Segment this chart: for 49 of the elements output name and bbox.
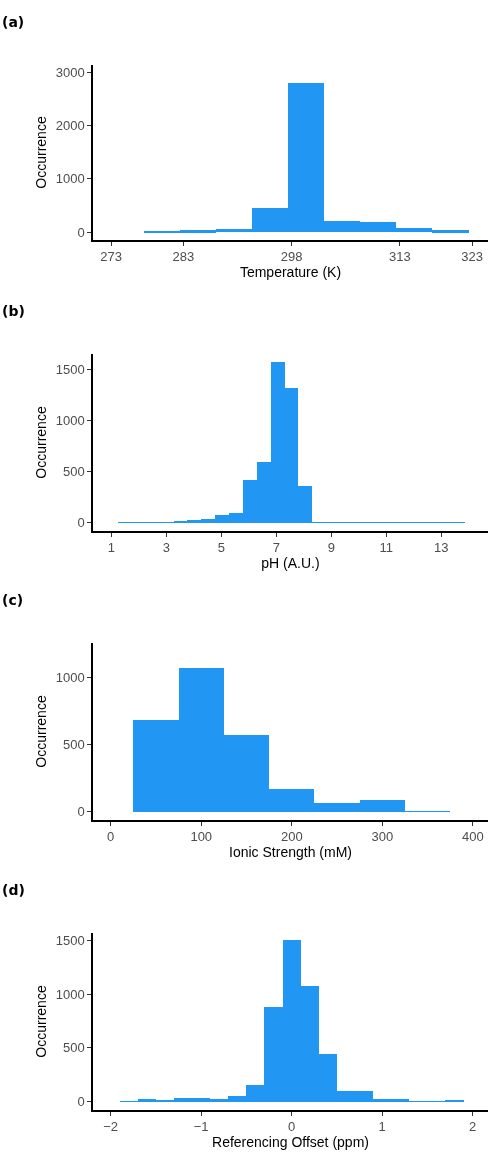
x-tick-label: 300	[371, 829, 394, 845]
y-tick-label: 1000	[55, 986, 85, 1002]
y-tick-label: 3000	[55, 65, 85, 80]
x-axis-title: Temperature (K)	[239, 264, 342, 281]
y-tick-label: 2000	[55, 118, 85, 134]
y-tick-label: 500	[62, 737, 85, 753]
x-tick-label: 323	[461, 249, 483, 265]
x-tick-label: 1	[107, 540, 116, 556]
x-tick-label: 273	[100, 249, 122, 265]
y-tick-label: 1000	[55, 171, 85, 187]
y-axis-title: Occurrence	[32, 406, 49, 479]
x-axis-title: Ionic Strength (mM)	[229, 844, 352, 861]
x-tick-label: 0	[107, 829, 115, 845]
x-axis-title: pH (A.U.)	[261, 555, 320, 572]
y-axis-title: Occurrence	[32, 985, 49, 1058]
chart-title: (b)	[2, 303, 25, 319]
x-axis-title: Referencing Offset (ppm)	[212, 1134, 369, 1151]
x-tick-label: 7	[272, 540, 280, 556]
x-tick-label: 5	[217, 540, 225, 556]
chart-title: (a)	[2, 14, 25, 30]
y-tick-label: 0	[77, 515, 85, 531]
x-tick-label: 1	[378, 1119, 386, 1135]
chart-title: (c)	[2, 592, 24, 608]
y-tick-label: 0	[77, 224, 85, 240]
x-tick-label: 298	[280, 249, 303, 265]
x-tick-label: 313	[389, 249, 411, 265]
x-tick-label: 400	[462, 829, 484, 845]
x-tick-label: 13	[434, 540, 449, 556]
y-tick-label: 500	[62, 1040, 85, 1056]
y-tick-label: 1500	[55, 361, 85, 377]
chart-title: (d)	[2, 882, 25, 898]
x-tick-label: 2	[469, 1119, 477, 1135]
x-tick-label: −1	[193, 1119, 209, 1135]
y-tick-label: 0	[77, 804, 85, 820]
x-tick-label: 9	[327, 540, 335, 556]
x-tick-label: −2	[103, 1119, 119, 1135]
y-axis-title: Occurrence	[32, 695, 49, 768]
y-tick-label: 1000	[55, 412, 85, 428]
x-tick-label: 11	[379, 540, 394, 556]
y-axis-title: Occurrence	[32, 116, 49, 189]
x-tick-label: 283	[172, 249, 195, 265]
y-tick-label: 500	[62, 464, 85, 480]
x-tick-label: 200	[280, 829, 303, 845]
x-tick-label: 3	[162, 540, 171, 556]
x-tick-label: 0	[288, 1119, 296, 1135]
y-tick-label: 1000	[55, 670, 85, 686]
y-tick-label: 0	[77, 1094, 85, 1110]
y-tick-label: 1500	[55, 932, 85, 948]
x-tick-label: 100	[190, 829, 213, 845]
